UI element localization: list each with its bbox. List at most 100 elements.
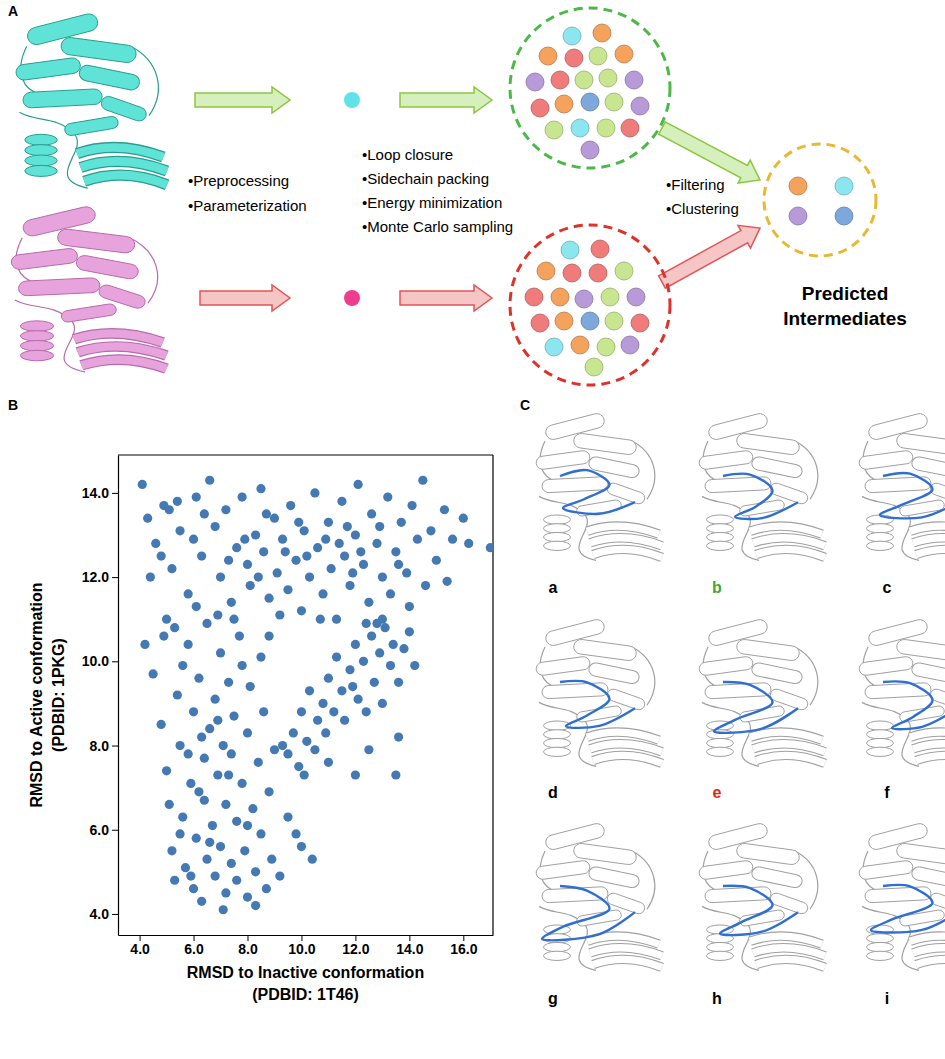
point: [157, 551, 166, 560]
point: [351, 530, 360, 539]
helix-turn: [707, 951, 734, 960]
helix-turn: [867, 738, 894, 747]
point: [221, 505, 230, 514]
point: [229, 615, 238, 624]
sample: [615, 262, 633, 280]
helix: [64, 116, 119, 137]
sheet: [753, 538, 825, 546]
tick-label: 14.0: [82, 485, 109, 501]
point: [200, 754, 209, 763]
helix-turn: [707, 730, 734, 739]
helix: [588, 662, 641, 685]
protein-inactive: [10, 205, 166, 372]
sheet-outline: [81, 360, 166, 369]
helix-turn: [707, 532, 734, 541]
point: [443, 577, 452, 586]
structure: [698, 822, 825, 970]
tick-mark: [112, 746, 118, 747]
sample: [531, 314, 549, 332]
point: [372, 539, 381, 548]
sheet-outline: [587, 936, 659, 944]
structure-label: i: [885, 990, 889, 1007]
sheet: [750, 732, 822, 740]
helix-turn: [867, 524, 894, 533]
structure-label: g: [548, 990, 558, 1007]
helix: [858, 450, 913, 470]
step-text: •Preprocessing: [188, 172, 289, 189]
point: [486, 543, 493, 552]
sample: [789, 207, 807, 225]
sample: [565, 49, 583, 67]
sheet-outline: [81, 161, 167, 171]
point: [399, 644, 408, 653]
tick: 10.0: [288, 935, 315, 957]
point: [318, 699, 327, 708]
sample: [563, 27, 581, 45]
sample: [571, 336, 589, 354]
point: [194, 674, 203, 683]
point: [289, 728, 298, 737]
point: [340, 716, 349, 725]
sheet: [750, 936, 822, 944]
point: [343, 522, 352, 531]
helix: [18, 278, 100, 296]
sheet-outline: [913, 744, 945, 752]
point: [337, 497, 346, 506]
helix: [10, 248, 78, 271]
point: [337, 686, 346, 695]
sheet-outline: [753, 948, 825, 956]
sheet: [81, 161, 167, 171]
point: [211, 871, 220, 880]
point: [362, 619, 371, 628]
structure: [858, 618, 945, 766]
point: [297, 842, 306, 851]
point: [345, 581, 354, 590]
sample: [597, 119, 615, 137]
point: [275, 871, 284, 880]
point: [216, 573, 225, 582]
point: [224, 770, 233, 779]
point: [205, 838, 214, 847]
tick-label: 8.0: [90, 738, 110, 754]
sample: [581, 312, 599, 330]
sheet: [587, 526, 659, 534]
point: [275, 610, 284, 619]
activation-loop: [720, 886, 798, 935]
point: [173, 690, 182, 699]
panel-c: abcdefghi: [535, 412, 945, 1007]
helix-turn: [25, 155, 57, 166]
point: [221, 800, 230, 809]
sample: [525, 288, 543, 306]
tick-label: 4.0: [130, 941, 150, 957]
sample: [581, 93, 599, 111]
point: [264, 594, 273, 603]
point: [184, 749, 193, 758]
sheet-outline: [910, 936, 945, 944]
sheet: [593, 549, 662, 557]
helix-turn: [544, 747, 571, 756]
sheet: [916, 959, 945, 967]
sample: [789, 177, 807, 195]
point: [332, 615, 341, 624]
sheet: [84, 175, 167, 185]
step-text: •Loop closure: [362, 146, 453, 163]
point: [367, 631, 376, 640]
sheet-outline: [916, 755, 945, 763]
point: [324, 758, 333, 767]
point: [202, 855, 211, 864]
sheet-outline: [913, 538, 945, 546]
point: [143, 514, 152, 523]
point: [413, 535, 422, 544]
arrow: [656, 217, 767, 294]
point: [146, 573, 155, 582]
point: [283, 749, 292, 758]
sheet-outline: [750, 936, 822, 944]
sheet: [78, 346, 167, 355]
point: [254, 573, 263, 582]
point: [246, 682, 255, 691]
point: [340, 551, 349, 560]
helix-turn: [867, 951, 894, 960]
point: [162, 766, 171, 775]
activation-loop: [542, 886, 635, 940]
sample: [627, 288, 645, 306]
